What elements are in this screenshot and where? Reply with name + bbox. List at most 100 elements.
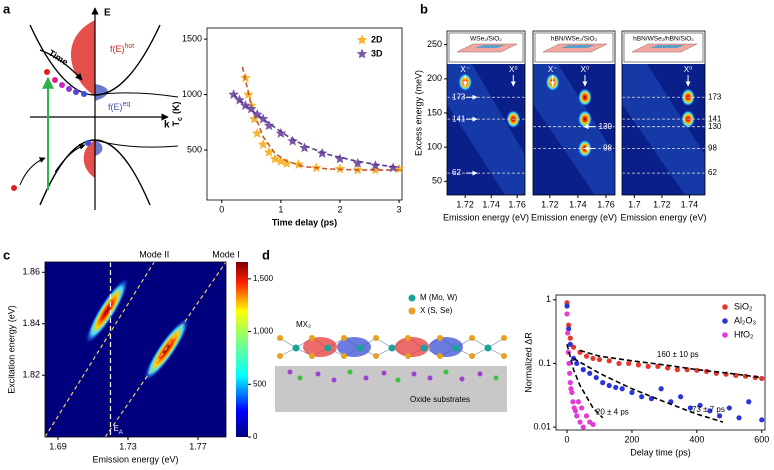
label-part: E <box>113 424 118 433</box>
data-point <box>600 380 606 386</box>
fit-line <box>233 93 400 169</box>
chalcogen-atoms <box>277 335 507 359</box>
guide-line <box>104 261 227 438</box>
data-point <box>746 399 752 405</box>
data-point <box>697 402 703 408</box>
x-tick-label: 1.7 <box>628 199 641 209</box>
hole <box>11 185 17 191</box>
annotation: 160 ± 10 ps <box>657 350 699 359</box>
annotation: 73 ± 7 ps <box>692 405 725 414</box>
x-axis-label: Emission energy (eV) <box>531 212 617 222</box>
x-tick-label: 1.73 <box>119 441 137 451</box>
fit-line <box>579 349 762 379</box>
y-tick-label: 1.86 <box>22 267 40 277</box>
data-point <box>567 335 573 341</box>
x-tick-label: 1.72 <box>456 199 474 209</box>
data-point <box>257 139 269 149</box>
data-point <box>574 413 580 419</box>
data-point <box>566 360 572 367</box>
level-label: 98 <box>708 144 717 153</box>
hole <box>85 140 91 146</box>
y-tick-label: 200 <box>427 73 442 83</box>
data-point <box>645 363 651 369</box>
data-point <box>567 380 573 386</box>
y-axis-label: Excitation energy (eV) <box>6 305 16 394</box>
data-point <box>583 413 590 419</box>
plot-frame <box>532 30 616 196</box>
label-part: A <box>119 430 123 436</box>
plot-frame <box>555 294 766 431</box>
y-tick-label: 500 <box>187 144 202 154</box>
y-tick-label: 100 <box>427 142 442 152</box>
intensity-peak <box>577 88 592 107</box>
inset-label: WSe₂/SiO₂ <box>470 36 502 43</box>
data-point <box>716 413 723 419</box>
inset-flake <box>475 45 505 48</box>
peak-label: X⁰ <box>581 65 590 74</box>
peak-label: X⁻ <box>548 65 558 74</box>
data-point <box>596 356 603 363</box>
data-point <box>707 408 713 414</box>
panel-label: c <box>3 247 10 262</box>
legend-label: Al₂O₃ <box>734 315 756 325</box>
x-tick-label: 200 <box>624 434 639 444</box>
legend-label: 3D <box>371 48 383 58</box>
label-part: eq <box>123 101 131 108</box>
data-point <box>566 326 572 332</box>
plot-frame <box>621 30 706 196</box>
guide-label: Mode II <box>139 249 169 259</box>
legend-label: X (S, Se) <box>420 306 453 315</box>
label-part: hot <box>125 43 135 50</box>
data-point <box>606 358 612 364</box>
eq-distribution <box>95 84 108 101</box>
x-tick-label: 0 <box>219 204 224 214</box>
data-point <box>577 419 583 425</box>
level-label: 130 <box>708 122 722 131</box>
data-point <box>590 355 596 362</box>
label-part: c <box>177 117 184 121</box>
x-tick-label: 400 <box>689 434 704 444</box>
fit-line <box>573 357 724 423</box>
data-point <box>564 303 570 309</box>
y-tick-label: 1 <box>546 294 551 304</box>
data-point <box>567 370 573 376</box>
hole-eq <box>95 140 103 156</box>
colorbar-tick-label: 1,500 <box>253 274 274 283</box>
colorbar <box>236 262 248 437</box>
x-axis-label: Emission energy (eV) <box>443 212 529 222</box>
y-axis-label: Excess energy (meV) <box>413 70 423 156</box>
guide-line <box>44 261 155 438</box>
x-axis-label: Emission energy (eV) <box>92 454 178 464</box>
y-tick-label: 1.82 <box>22 370 40 380</box>
x-axis-label: Delay time (ps) <box>630 447 691 457</box>
legend-label: 2D <box>371 34 383 44</box>
data-point <box>564 311 570 317</box>
exciton-electron <box>303 337 337 357</box>
data-point <box>574 360 580 367</box>
x-tick-label: 1 <box>278 204 283 214</box>
level-label: 141 <box>452 114 466 123</box>
panel-label: d <box>262 247 270 262</box>
legend-label: HfO₂ <box>734 329 754 339</box>
data-point <box>246 103 257 114</box>
data-point <box>593 374 599 381</box>
data-point <box>616 360 622 367</box>
time-arrow <box>39 49 83 81</box>
data-point <box>287 135 298 146</box>
metal-atoms <box>292 344 492 352</box>
inset-label: hBN/WSe₂/hBN/SiO₂ <box>633 36 694 43</box>
exciton-hole <box>337 337 371 357</box>
legend-marker <box>722 304 728 310</box>
hole-distribution <box>83 140 95 178</box>
level-label: 62 <box>452 168 461 177</box>
heatmap-band <box>533 64 615 195</box>
x-axis-label: Time delay (ps) <box>272 217 337 227</box>
label-part: f(E) <box>108 102 123 112</box>
eq-label: f(E)eq <box>108 101 130 112</box>
level-label: 141 <box>708 114 722 123</box>
data-point <box>619 386 625 392</box>
data-point <box>629 389 635 396</box>
data-point <box>590 421 596 428</box>
hot-label: f(E)hot <box>110 43 134 54</box>
